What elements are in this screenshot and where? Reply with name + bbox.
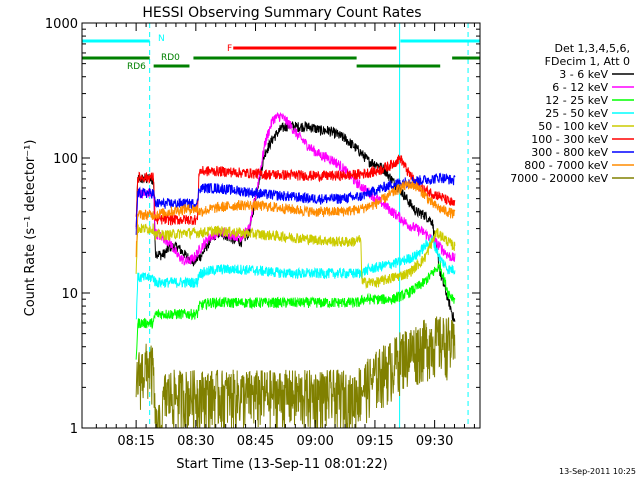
y-tick-label: 10 bbox=[61, 287, 78, 302]
legend-label-3: 25 - 50 keV bbox=[545, 107, 608, 120]
chart-title: HESSI Observing Summary Count Rates bbox=[142, 5, 421, 21]
x-tick-label: 09:00 bbox=[296, 434, 333, 449]
legend-label-6: 300 - 800 keV bbox=[531, 146, 608, 159]
series-line-5 bbox=[135, 154, 456, 226]
timestamp: 13-Sep-2011 10:25 bbox=[559, 467, 636, 476]
legend-label-7: 800 - 7000 keV bbox=[524, 159, 608, 172]
state-bar-label-rd0: RD0 bbox=[161, 53, 180, 63]
legend-label-4: 50 - 100 keV bbox=[538, 120, 608, 133]
x-tick-label: 09:30 bbox=[416, 434, 453, 449]
legend-label-0: 3 - 6 keV bbox=[559, 68, 608, 81]
plot-area: N F RD0 RD6 bbox=[81, 23, 480, 429]
y-tick-label: 100 bbox=[53, 152, 78, 167]
state-bar-label-n: N bbox=[158, 34, 165, 44]
series-line-7 bbox=[135, 180, 456, 258]
y-tick-label: 1000 bbox=[45, 17, 78, 32]
state-bar-label-f: F bbox=[227, 44, 232, 54]
legend-header-0: Det 1,3,4,5,6, bbox=[554, 42, 630, 55]
series-line-3 bbox=[135, 235, 456, 320]
legend-label-8: 7000 - 20000 keV bbox=[510, 172, 608, 185]
series-line-2 bbox=[135, 260, 456, 360]
x-tick-label: 08:15 bbox=[117, 434, 154, 449]
y-tick-label: 1 bbox=[70, 422, 78, 437]
legend-label-5: 100 - 300 keV bbox=[531, 133, 608, 146]
x-tick-label: 09:15 bbox=[356, 434, 393, 449]
legend-label-2: 12 - 25 keV bbox=[545, 94, 608, 107]
series-line-4 bbox=[135, 223, 456, 289]
series-line-1 bbox=[135, 111, 456, 266]
y-axis-label: Count Rate (s⁻¹ detector⁻¹) bbox=[23, 140, 38, 317]
axes: 1 10 100 1000 08:15 08:30 08:45 09:00 09:15 09:30 bbox=[45, 17, 481, 449]
legend-header-1: FDecim 1, Att 0 bbox=[545, 55, 630, 68]
plot-frame bbox=[81, 22, 481, 429]
legend-label-1: 6 - 12 keV bbox=[552, 81, 608, 94]
state-bar-label-rd6: RD6 bbox=[127, 62, 146, 72]
x-axis-label: Start Time (13-Sep-11 08:01:22) bbox=[176, 457, 387, 472]
x-tick-label: 08:30 bbox=[177, 434, 214, 449]
x-tick-label: 08:45 bbox=[237, 434, 274, 449]
legend: Det 1,3,4,5,6,FDecim 1, Att 03 - 6 keV6 … bbox=[510, 42, 634, 185]
series-line-8 bbox=[135, 316, 456, 429]
